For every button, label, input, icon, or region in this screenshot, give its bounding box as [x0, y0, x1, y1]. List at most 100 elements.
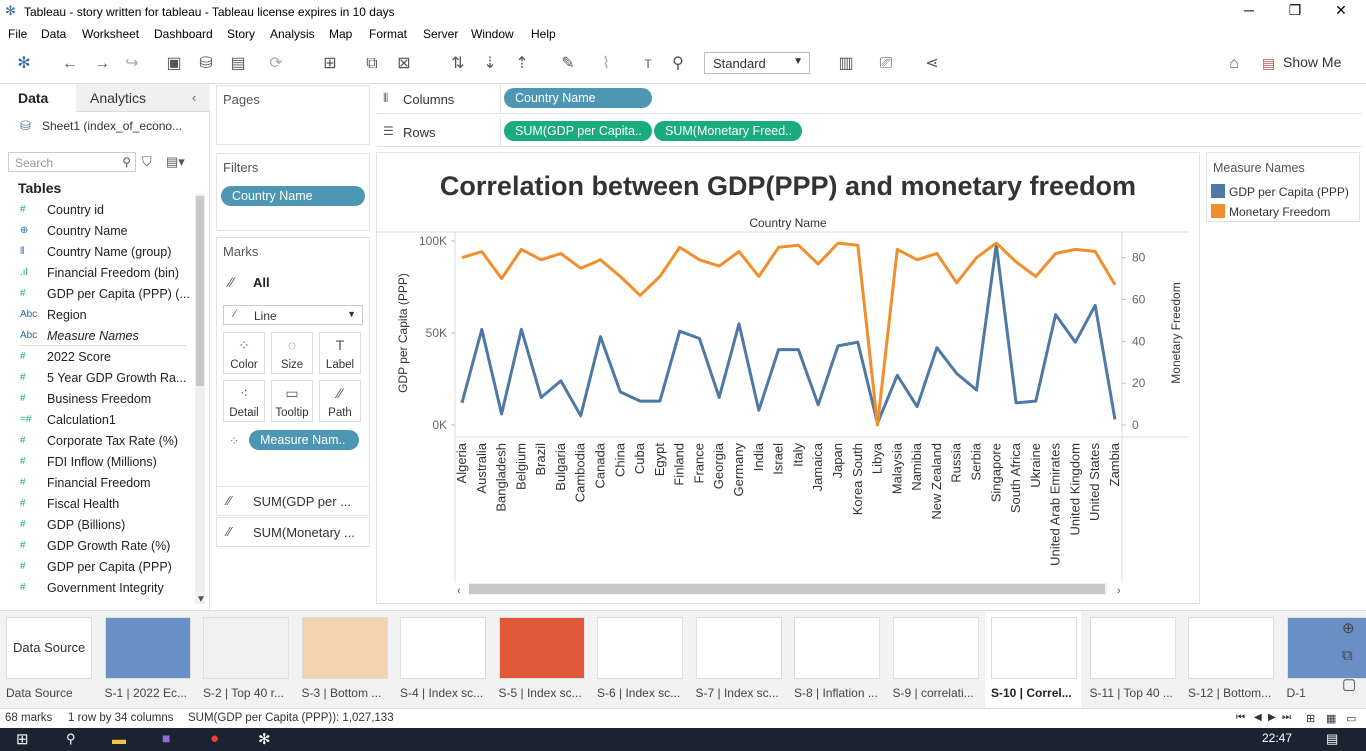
duplicate-icon[interactable]: ⧉	[366, 55, 378, 72]
menu-map[interactable]: Map	[329, 27, 353, 41]
share-icon[interactable]: ⋖	[925, 55, 939, 72]
collapse-pane-icon[interactable]: ‹	[192, 90, 197, 105]
scroll-left-icon[interactable]: ‹	[457, 585, 461, 597]
tab-analytics[interactable]: Analytics	[90, 90, 147, 106]
new-worksheet-icon[interactable]: ⊞	[323, 55, 337, 72]
field-item[interactable]: # GDP per Capita (PPP) (...	[0, 284, 190, 305]
highlight-icon[interactable]: ✎	[561, 55, 575, 72]
field-item[interactable]: # GDP Growth Rate (%)	[0, 536, 190, 557]
line-chart[interactable]: Correlation between GDP(PPP) and monetar…	[377, 153, 1199, 603]
view-options-icon[interactable]: ▤▾	[166, 154, 185, 169]
pause-updates-icon[interactable]: ▤	[230, 55, 246, 72]
story-point[interactable]: S-12 | Bottom...	[1182, 611, 1278, 709]
story-point[interactable]: S-1 | 2022 Ec...	[99, 611, 195, 709]
field-item[interactable]: # Country id	[0, 200, 190, 221]
columns-pill-country[interactable]: Country Name	[504, 88, 652, 108]
size-button[interactable]: ◌ Size	[271, 332, 313, 374]
presentation-icon[interactable]: ⎚	[879, 55, 893, 72]
pin-icon[interactable]: ⚲	[672, 55, 684, 72]
field-item[interactable]: Abc Measure Names	[0, 326, 190, 347]
app-p-icon[interactable]: ■	[162, 730, 171, 746]
story-point[interactable]: S-11 | Top 40 ...	[1084, 611, 1180, 709]
path-button[interactable]: ⁄⁄ Path	[319, 380, 361, 422]
story-point[interactable]: S-6 | Index sc...	[591, 611, 687, 709]
field-item[interactable]: # FDI Inflow (Millions)	[0, 452, 190, 473]
add-story-icon[interactable]: ⊕	[1342, 620, 1355, 637]
fit-select[interactable]: Standard ▼	[704, 52, 810, 74]
story-point[interactable]: S-3 | Bottom ...	[296, 611, 392, 709]
field-item[interactable]: # Financial Freedom	[0, 473, 190, 494]
filmstrip-view-icon[interactable]: ▦	[1326, 713, 1337, 725]
format-brush-icon[interactable]: ⌂	[1229, 55, 1239, 72]
marks-all[interactable]: All	[253, 275, 270, 290]
legend-item-monetary[interactable]: Monetary Freedom	[1229, 205, 1331, 219]
swap-icon[interactable]: ⇅	[451, 55, 465, 72]
group-icon[interactable]: ⌇	[602, 55, 610, 72]
field-item[interactable]: # Business Freedom	[0, 389, 190, 410]
label-icon[interactable]: T	[644, 57, 652, 71]
show-cards-icon[interactable]: ▥	[838, 55, 854, 72]
nav-first-icon[interactable]: ⏮	[1236, 712, 1245, 723]
refresh-icon[interactable]: ⟳	[269, 55, 283, 72]
field-item[interactable]: # GDP (Billions)	[0, 515, 190, 536]
filter-icon[interactable]: ⛉	[142, 154, 152, 169]
story-point[interactable]: S-2 | Top 40 r...	[197, 611, 293, 709]
blank-story-icon[interactable]: ▢	[1342, 676, 1357, 693]
story-point[interactable]: S-9 | correlati...	[887, 611, 983, 709]
story-point[interactable]: S-10 | Correl...	[985, 611, 1081, 709]
nav-next-icon[interactable]: ▶	[1268, 712, 1276, 723]
taskbar-search-icon[interactable]: ⚲	[66, 731, 76, 746]
story-point[interactable]: S-4 | Index sc...	[394, 611, 490, 709]
menu-help[interactable]: Help	[531, 27, 556, 41]
undo-icon[interactable]: ←	[62, 55, 78, 72]
menu-server[interactable]: Server	[423, 27, 459, 41]
menu-window[interactable]: Window	[471, 27, 514, 41]
replay-icon[interactable]: ↪	[125, 55, 139, 72]
menu-analysis[interactable]: Analysis	[270, 27, 315, 41]
mark-type-select[interactable]: ⁄ Line ▼	[223, 305, 363, 325]
menu-worksheet[interactable]: Worksheet	[82, 27, 140, 41]
rows-pill-monetary[interactable]: SUM(Monetary Freed..	[654, 121, 802, 141]
field-item[interactable]: # Government Integrity	[0, 578, 190, 599]
file-explorer-icon[interactable]: ▬	[112, 731, 126, 747]
field-item[interactable]: .ıl Financial Freedom (bin)	[0, 263, 190, 284]
tableau-home-icon[interactable]: ✻	[17, 55, 31, 72]
story-point[interactable]: S-8 | Inflation ...	[788, 611, 884, 709]
field-item[interactable]: =# Calculation1	[0, 410, 190, 431]
legend-item-gdp[interactable]: GDP per Capita (PPP)	[1229, 185, 1349, 199]
show-me-button[interactable]: Show Me	[1283, 54, 1342, 70]
sort-ascending-icon[interactable]: ⇣	[483, 55, 497, 72]
field-item[interactable]: # Corporate Tax Rate (%)	[0, 431, 190, 452]
story-point[interactable]: D-1	[1281, 611, 1366, 709]
field-item[interactable]: #5 Year GDP Growth Ra...	[0, 368, 190, 389]
marks-gdp-row[interactable]: ⁄⁄ SUM(GDP per ...	[216, 486, 370, 516]
rows-pill-gdp[interactable]: SUM(GDP per Capita..	[504, 121, 652, 141]
data-source-name[interactable]: Sheet1 (index_of_econo...	[42, 119, 183, 133]
measure-names-pill[interactable]: Measure Nam..	[249, 430, 359, 450]
nav-last-icon[interactable]: ⏭	[1282, 712, 1291, 723]
menu-file[interactable]: File	[8, 27, 28, 41]
series-line-monetary[interactable]	[461, 241, 1117, 427]
clear-sheet-icon[interactable]: ⊠	[397, 55, 411, 72]
save-icon[interactable]: ▣	[166, 55, 182, 72]
marks-monetary-row[interactable]: ⁄⁄ SUM(Monetary ...	[216, 517, 370, 547]
field-item[interactable]: Abc Region	[0, 305, 190, 326]
field-item[interactable]: # Fiscal Health	[0, 494, 190, 515]
redo-icon[interactable]: →	[94, 55, 110, 72]
chrome-icon[interactable]: ●	[210, 730, 220, 747]
field-item[interactable]: # GDP per Capita (PPP)	[0, 557, 190, 578]
scrollbar-thumb[interactable]	[469, 584, 1105, 594]
minimize-icon[interactable]: ─	[1244, 2, 1254, 18]
field-item[interactable]: #2022 Score	[0, 347, 190, 368]
story-data-source[interactable]: Data Source Data Source	[0, 611, 96, 709]
menu-dashboard[interactable]: Dashboard	[154, 27, 213, 41]
field-item[interactable]: ⦀ Country Name (group)	[0, 242, 190, 263]
tooltip-button[interactable]: ▭ Tooltip	[271, 380, 313, 422]
restore-icon[interactable]: ❐	[1288, 2, 1302, 18]
detail-button[interactable]: ⁖ Detail	[223, 380, 265, 422]
close-icon[interactable]: ✕	[1335, 2, 1347, 18]
tab-data[interactable]: Data	[18, 90, 49, 106]
story-point[interactable]: S-5 | Index sc...	[493, 611, 589, 709]
series-line-gdp[interactable]	[460, 243, 1117, 425]
label-button[interactable]: T Label	[319, 332, 361, 374]
